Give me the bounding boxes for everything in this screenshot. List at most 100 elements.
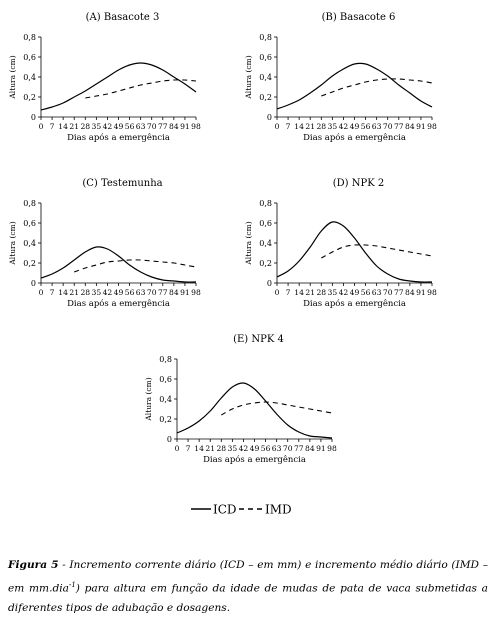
- x-tick-label: 21: [305, 288, 315, 297]
- x-tick-label: 35: [228, 444, 238, 453]
- y-tick-label: 0,8: [159, 355, 172, 364]
- y-tick-label: 0,6: [259, 219, 272, 228]
- x-tick-label: 98: [191, 122, 201, 131]
- x-tick-label: 21: [69, 288, 79, 297]
- x-tick-label: 84: [405, 122, 415, 131]
- series-line-icd: [40, 246, 197, 283]
- x-tick-label: 91: [316, 444, 326, 453]
- chart-panel-3: (D) NPK 200,20,40,60,80 7 14 21 28 35 42 49 56 63…: [244, 178, 437, 309]
- x-tick-label: 14: [294, 122, 304, 131]
- y-tick-label: 0,2: [23, 259, 36, 268]
- y-tick-label: 0,8: [23, 199, 36, 208]
- y-axis-label: Altura (cm): [8, 55, 17, 99]
- chart-panel-4: (E) NPK 400,20,40,60,80 7 14 21 28 35 42 49 56 63…: [144, 334, 337, 465]
- x-tick-label: 0: [175, 444, 180, 453]
- chart-panel-1: (B) Basacote 600,20,40,60,80 7 14 21 28 35 42 4…: [244, 12, 437, 143]
- x-tick-label: 0: [275, 122, 280, 131]
- x-tick-label: 91: [180, 288, 190, 297]
- x-tick-label: 7: [186, 444, 191, 453]
- chart-title: (C) Testemunha: [82, 178, 162, 189]
- series-line-icd: [40, 62, 197, 111]
- series-line-icd: [276, 221, 433, 283]
- x-tick-label: 84: [169, 288, 179, 297]
- series-line-icd: [176, 382, 333, 439]
- x-tick-label: 49: [114, 288, 124, 297]
- x-tick-label: 35: [328, 288, 338, 297]
- chart-title: (E) NPK 4: [233, 334, 284, 345]
- x-tick-label: 49: [350, 122, 360, 131]
- x-tick-label: 7: [50, 122, 55, 131]
- x-tick-label: 91: [416, 288, 426, 297]
- x-tick-label: 42: [339, 122, 349, 131]
- y-tick-label: 0,4: [23, 73, 36, 82]
- x-tick-label: 77: [158, 122, 168, 131]
- series-line-imd: [321, 78, 433, 97]
- series-line-imd: [321, 244, 433, 259]
- x-tick-label: 7: [286, 288, 291, 297]
- y-tick-label: 0: [31, 279, 36, 288]
- y-tick-label: 0: [267, 279, 272, 288]
- x-tick-label: 77: [394, 122, 404, 131]
- figure-caption: Figura 5 - Incremento corrente diário (I…: [8, 556, 488, 618]
- y-tick-label: 0,8: [259, 33, 272, 42]
- x-tick-label: 7: [286, 122, 291, 131]
- y-tick-label: 0: [167, 435, 172, 444]
- x-tick-label: 77: [158, 288, 168, 297]
- x-axis-label: Dias após a emergência: [67, 132, 170, 143]
- chart-title: (A) Basacote 3: [86, 12, 160, 23]
- y-tick-label: 0,6: [23, 219, 36, 228]
- x-tick-label: 7: [50, 288, 55, 297]
- y-tick-label: 0,4: [159, 395, 172, 404]
- x-tick-label: 63: [136, 288, 146, 297]
- x-tick-label: 98: [327, 444, 337, 453]
- x-tick-label: 63: [372, 122, 382, 131]
- caption-label: Figura 5: [8, 559, 59, 571]
- y-tick-label: 0: [31, 113, 36, 122]
- x-axis-label: Dias após a emergência: [303, 132, 406, 143]
- x-tick-label: 63: [136, 122, 146, 131]
- x-tick-label: 98: [427, 122, 437, 131]
- x-tick-label: 56: [361, 122, 371, 131]
- x-tick-label: 42: [239, 444, 249, 453]
- series-line-icd: [276, 62, 433, 110]
- figure-panels: ICD IMD (A) Basacote 300,20,40,60,80 7 14 2…: [8, 12, 437, 517]
- y-tick-label: 0,6: [23, 53, 36, 62]
- x-tick-label: 98: [427, 288, 437, 297]
- x-tick-label: 56: [125, 288, 135, 297]
- x-tick-label: 14: [58, 288, 68, 297]
- y-tick-label: 0,2: [23, 93, 36, 102]
- x-tick-label: 56: [261, 444, 271, 453]
- y-tick-label: 0,8: [259, 199, 272, 208]
- x-tick-label: 28: [216, 444, 226, 453]
- legend: ICD IMD: [191, 503, 292, 517]
- x-tick-label: 21: [205, 444, 215, 453]
- x-tick-label: 42: [339, 288, 349, 297]
- chart-title: (B) Basacote 6: [322, 12, 396, 23]
- x-tick-label: 35: [92, 122, 102, 131]
- x-tick-label: 56: [125, 122, 135, 131]
- y-tick-label: 0,2: [259, 259, 272, 268]
- x-tick-label: 14: [294, 288, 304, 297]
- caption-text-part1: - Incremento corrente diário (ICD – em m…: [8, 559, 488, 595]
- y-axis-label: Altura (cm): [8, 221, 17, 265]
- y-tick-label: 0,2: [259, 93, 272, 102]
- x-tick-label: 49: [114, 122, 124, 131]
- x-tick-label: 28: [80, 122, 90, 131]
- chart-title: (D) NPK 2: [333, 178, 385, 189]
- x-tick-label: 42: [103, 122, 113, 131]
- x-tick-label: 98: [191, 288, 201, 297]
- x-tick-label: 70: [383, 288, 393, 297]
- caption-superscript: -1: [68, 580, 76, 589]
- x-tick-label: 91: [180, 122, 190, 131]
- x-tick-label: 63: [272, 444, 282, 453]
- chart-panel-0: (A) Basacote 300,20,40,60,80 7 14 21 28 35 42 4…: [8, 12, 201, 143]
- x-tick-label: 70: [147, 122, 157, 131]
- x-tick-label: 77: [394, 288, 404, 297]
- x-tick-label: 49: [250, 444, 260, 453]
- y-axis-label: Altura (cm): [244, 221, 253, 265]
- x-axis-label: Dias após a emergência: [67, 298, 170, 309]
- y-tick-label: 0,8: [23, 33, 36, 42]
- series-line-imd: [85, 79, 197, 99]
- x-tick-label: 28: [316, 122, 326, 131]
- y-tick-label: 0,4: [259, 239, 272, 248]
